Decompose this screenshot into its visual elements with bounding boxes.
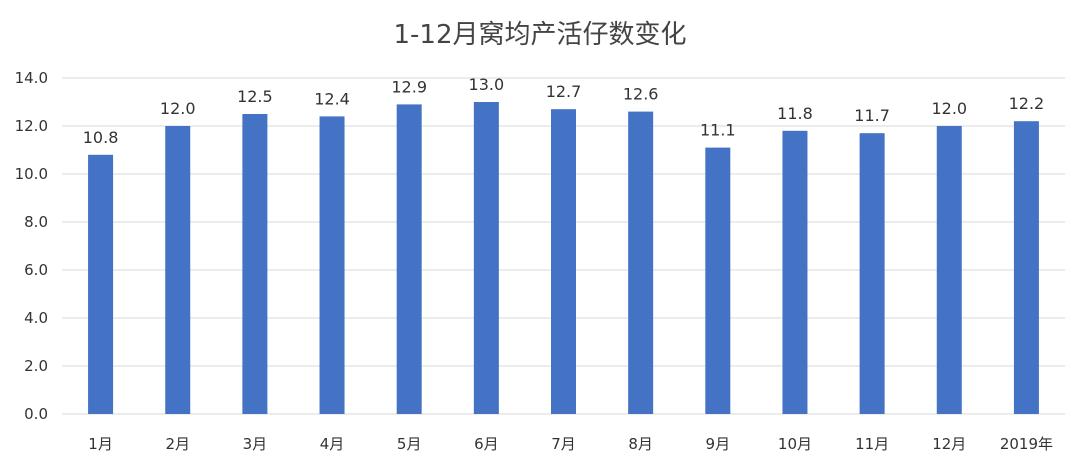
bar: [473, 102, 499, 414]
y-tick-label: 0.0: [24, 405, 48, 423]
x-tick-label: 1月: [88, 435, 113, 453]
y-tick-label: 10.0: [15, 165, 48, 183]
x-tick-label: 2月: [165, 435, 190, 453]
bar: [628, 111, 654, 414]
data-label: 13.0: [469, 75, 505, 94]
x-tick-label: 7月: [551, 435, 576, 453]
x-tick-label: 6月: [474, 435, 499, 453]
x-tick-label: 10月: [778, 435, 812, 453]
y-tick-label: 14.0: [15, 69, 48, 87]
data-label: 10.8: [83, 128, 119, 147]
bar: [396, 104, 422, 415]
x-tick-label: 8月: [628, 435, 653, 453]
bar: [859, 133, 885, 414]
y-tick-label: 8.0: [24, 213, 48, 231]
bar: [319, 116, 345, 415]
chart-title: 1-12月窝均产活仔数变化: [393, 20, 687, 50]
data-label: 12.7: [546, 82, 582, 101]
data-label: 11.7: [854, 106, 890, 125]
data-label: 12.6: [623, 85, 659, 104]
data-label: 12.0: [931, 99, 967, 118]
x-tick-label: 2019年: [1000, 435, 1053, 453]
x-tick-label: 4月: [320, 435, 345, 453]
bar: [936, 126, 962, 414]
bar: [242, 114, 268, 414]
y-tick-label: 12.0: [15, 117, 48, 135]
y-tick-label: 6.0: [24, 261, 48, 279]
bar: [165, 126, 191, 414]
x-tick-label: 12月: [932, 435, 966, 453]
bar: [782, 130, 808, 415]
x-tick-label: 3月: [243, 435, 268, 453]
data-label: 12.4: [314, 89, 350, 108]
data-label: 12.5: [237, 87, 273, 106]
y-tick-label: 4.0: [24, 309, 48, 327]
x-tick-label: 9月: [706, 435, 731, 453]
bar: [88, 154, 114, 415]
bar: [705, 147, 731, 414]
x-tick-label: 11月: [855, 435, 889, 453]
bar: [1013, 121, 1039, 414]
data-label: 11.1: [700, 121, 736, 140]
data-label: 12.2: [1009, 94, 1045, 113]
data-label: 12.9: [391, 77, 427, 96]
y-tick-label: 2.0: [24, 357, 48, 375]
data-label: 12.0: [160, 99, 196, 118]
bar: [551, 109, 576, 414]
data-label: 11.8: [777, 104, 813, 123]
x-tick-label: 5月: [397, 435, 422, 453]
